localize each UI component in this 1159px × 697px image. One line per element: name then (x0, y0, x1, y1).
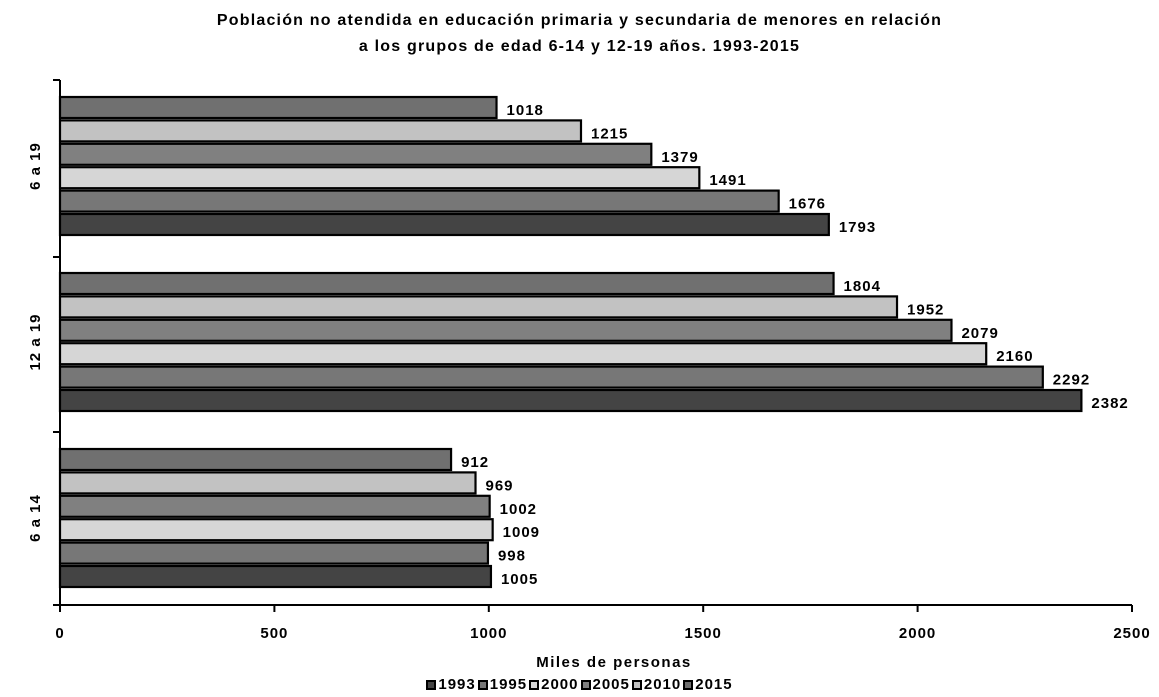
data-label: 1215 (591, 125, 628, 142)
bar-12-a-19-1993 (58, 388, 1083, 413)
legend-label: 2005 (592, 676, 630, 693)
data-label: 2292 (1053, 372, 1090, 389)
chart-title-line-2: a los grupos de edad 6-14 y 12-19 años. … (358, 38, 801, 55)
chart-title: Población no atendida en educación prima… (0, 8, 1159, 60)
data-label: 2079 (961, 325, 998, 342)
bar-12-a-19-1995 (58, 365, 1044, 389)
category-label: 6 a 14 (27, 494, 44, 542)
bar-6-a-14-2000 (58, 518, 494, 542)
data-label: 1491 (709, 172, 746, 189)
x-tick-label: 1500 (685, 625, 722, 642)
data-label: 1002 (500, 501, 537, 518)
legend-swatch (426, 680, 437, 690)
bar-12-a-19-2015 (58, 271, 835, 296)
data-label: 2160 (996, 348, 1033, 365)
legend-label: 2010 (643, 676, 682, 693)
legend-label: 1995 (489, 676, 528, 693)
bar-12-a-19-2010 (58, 295, 899, 319)
data-label: 1018 (507, 102, 544, 119)
data-label: 1009 (503, 524, 540, 541)
legend-swatch (477, 680, 488, 690)
chart-legend: 1993 1995 2000 2005 2010 2015 (0, 676, 1159, 693)
x-axis-title: Miles de personas (536, 654, 692, 671)
legend-item-2015: 2015 (683, 676, 732, 693)
data-label: 998 (498, 548, 526, 565)
data-label: 1005 (501, 571, 538, 588)
chart-title-line-1: Población no atendida en educación prima… (216, 12, 943, 29)
bar-6-a-19-2015 (58, 95, 498, 120)
x-tick-label: 2500 (1113, 625, 1150, 642)
bar-6-a-19-2005 (58, 142, 653, 166)
category-label: 6 a 19 (27, 142, 44, 190)
legend-item-2010: 2010 (631, 676, 682, 693)
bar-6-a-19-2000 (58, 166, 701, 190)
bar-6-a-19-1993 (58, 212, 830, 237)
data-label: 1379 (661, 149, 698, 166)
legend-item-2000: 2000 (529, 676, 578, 693)
legend-swatch (580, 680, 591, 690)
bar-12-a-19-2000 (58, 342, 988, 366)
data-label: 1804 (844, 278, 881, 295)
data-label: 1676 (789, 196, 826, 213)
legend-label: 1993 (438, 676, 476, 693)
data-label: 1952 (907, 301, 944, 318)
x-tick-label: 2000 (899, 625, 936, 642)
data-label: 969 (486, 477, 514, 494)
bar-6-a-14-1993 (58, 564, 493, 589)
bar-6-a-19-1995 (58, 189, 780, 213)
legend-item-1995: 1995 (477, 676, 528, 693)
data-label: 2382 (1091, 395, 1128, 412)
bar-6-a-14-1995 (58, 541, 490, 565)
bar-6-a-14-2005 (58, 494, 491, 518)
x-tick-label: 1000 (470, 625, 507, 642)
legend-swatch (631, 680, 642, 690)
legend-swatch (529, 680, 540, 690)
legend-swatch (683, 680, 694, 690)
bar-6-a-14-2015 (58, 447, 453, 472)
bar-12-a-19-2005 (58, 318, 953, 342)
legend-label: 2000 (541, 676, 579, 693)
data-label: 912 (461, 454, 489, 471)
category-label: 12 a 19 (27, 313, 44, 370)
x-tick-label: 500 (260, 625, 288, 642)
legend-item-2005: 2005 (580, 676, 630, 693)
bar-6-a-14-2010 (58, 471, 477, 495)
bar-6-a-19-2010 (58, 119, 583, 143)
legend-item-1993: 1993 (426, 676, 475, 693)
data-label: 1793 (839, 219, 876, 236)
legend-label: 2015 (695, 676, 733, 693)
x-tick-label: 0 (55, 625, 64, 642)
